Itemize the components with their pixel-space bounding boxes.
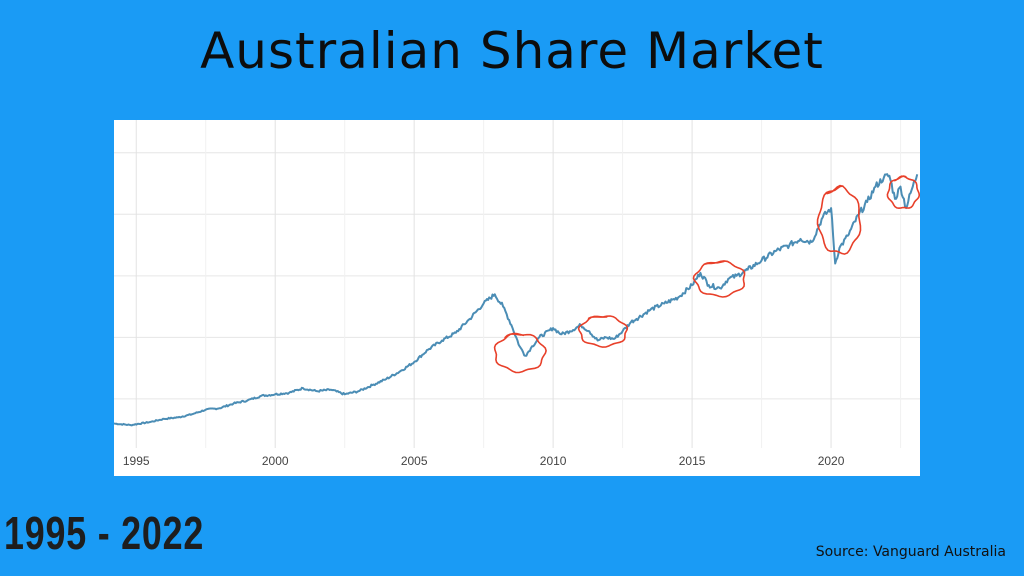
x-tick-label-2005: 2005 bbox=[401, 454, 428, 468]
x-tick-label-2020: 2020 bbox=[818, 454, 845, 468]
annotation-circle-4 bbox=[886, 175, 920, 210]
chart-area: 1995 2000 2005 2010 2015 2020 bbox=[114, 120, 920, 476]
source-label: Source: Vanguard Australia bbox=[815, 544, 1006, 560]
date-range-label: 1995 - 2022 bbox=[4, 507, 205, 559]
x-tick-label-2000: 2000 bbox=[262, 454, 289, 468]
annotation-circle-1 bbox=[577, 315, 629, 348]
x-tick-label-2015: 2015 bbox=[679, 454, 706, 468]
series-line bbox=[114, 173, 919, 427]
chart-svg: 1995 2000 2005 2010 2015 2020 bbox=[114, 120, 920, 468]
x-tick-label-1995: 1995 bbox=[123, 454, 150, 468]
chart-title: Australian Share Market bbox=[200, 22, 824, 80]
annotation-circle-3 bbox=[816, 184, 862, 255]
annotation-circle-0 bbox=[493, 332, 547, 374]
annotation-circle-2 bbox=[692, 260, 746, 298]
x-tick-label-2010: 2010 bbox=[540, 454, 567, 468]
